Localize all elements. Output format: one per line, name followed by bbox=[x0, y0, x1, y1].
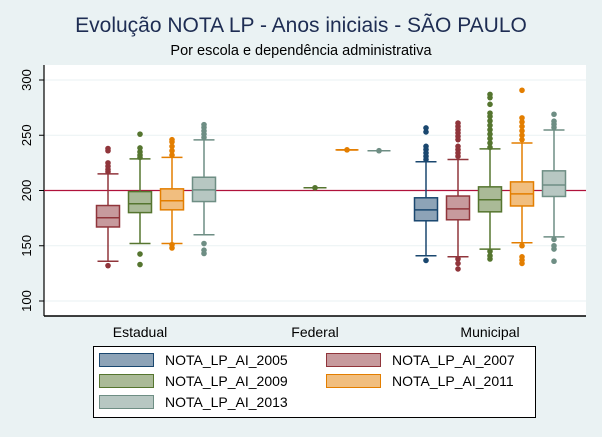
chart-title: Evolução NOTA LP - Anos iniciais - SÃO P… bbox=[75, 14, 527, 37]
outlier-point bbox=[169, 139, 175, 145]
legend-swatch bbox=[99, 395, 154, 409]
legend-swatch bbox=[326, 374, 381, 388]
outlier-point bbox=[455, 266, 461, 272]
outlier-point bbox=[201, 250, 207, 257]
outlier-point bbox=[519, 136, 525, 143]
legend-label: NOTA_LP_AI_2011 bbox=[392, 373, 514, 389]
outlier-point bbox=[423, 129, 429, 135]
outlier-point bbox=[519, 123, 525, 130]
box bbox=[95, 204, 121, 228]
outlier-point bbox=[487, 131, 493, 137]
outlier-point bbox=[312, 184, 318, 191]
outlier-point bbox=[519, 260, 525, 267]
legend-item: NOTA_LP_AI_2011 bbox=[326, 372, 514, 390]
y-tick-label: 200 bbox=[19, 180, 34, 202]
outlier-point bbox=[376, 147, 382, 154]
outlier-point bbox=[487, 144, 493, 151]
box bbox=[159, 188, 185, 211]
outlier-point bbox=[455, 136, 461, 143]
outlier-point bbox=[201, 240, 207, 247]
outlier-point bbox=[519, 119, 525, 125]
legend-swatch bbox=[326, 353, 381, 367]
y-tick-label: 100 bbox=[19, 290, 34, 312]
x-category-label: Federal bbox=[291, 324, 338, 340]
box bbox=[445, 195, 471, 221]
outlier-point bbox=[455, 153, 461, 160]
outlier-point bbox=[455, 256, 461, 262]
outlier-point bbox=[487, 126, 493, 133]
outlier-point bbox=[519, 242, 525, 249]
outlier-point bbox=[487, 101, 493, 108]
outlier-point bbox=[519, 115, 525, 121]
outlier-point bbox=[487, 113, 493, 120]
outlier-point bbox=[551, 258, 557, 265]
box bbox=[541, 170, 567, 198]
outlier-point bbox=[423, 156, 429, 163]
outlier-point bbox=[519, 87, 525, 94]
legend-label: NOTA_LP_AI_2013 bbox=[165, 394, 288, 410]
outlier-point bbox=[487, 248, 493, 255]
x-category-label: Estadual bbox=[113, 324, 167, 340]
box bbox=[127, 190, 153, 214]
legend-label: NOTA_LP_AI_2007 bbox=[392, 352, 515, 368]
outlier-point bbox=[169, 152, 175, 158]
legend-item: NOTA_LP_AI_2013 bbox=[99, 393, 288, 411]
outlier-point bbox=[344, 147, 350, 153]
outlier-point bbox=[551, 111, 557, 118]
outlier-point bbox=[423, 257, 429, 264]
outlier-point bbox=[105, 147, 111, 154]
outlier-point bbox=[487, 140, 493, 146]
outlier-point bbox=[487, 118, 493, 124]
y-tick-label: 300 bbox=[19, 69, 34, 91]
outlier-point bbox=[105, 262, 111, 269]
outlier-point bbox=[551, 236, 557, 243]
outlier-point bbox=[551, 246, 557, 252]
outlier-point bbox=[551, 124, 557, 131]
outlier-point bbox=[487, 135, 493, 142]
outlier-point bbox=[423, 125, 429, 131]
outlier-point bbox=[169, 147, 175, 154]
outlier-point bbox=[487, 94, 493, 101]
legend-item: NOTA_LP_AI_2007 bbox=[326, 351, 515, 369]
legend-item: NOTA_LP_AI_2009 bbox=[99, 372, 288, 390]
chart-subtitle: Por escola e dependência administrativa bbox=[170, 43, 432, 59]
outlier-point bbox=[487, 256, 493, 262]
outlier-point bbox=[455, 260, 461, 267]
outlier-point bbox=[519, 132, 525, 139]
legend-swatch bbox=[99, 374, 154, 388]
outlier-point bbox=[137, 145, 143, 151]
outlier-point bbox=[137, 154, 143, 161]
outlier-point bbox=[519, 128, 525, 134]
outlier-point bbox=[169, 245, 175, 251]
y-tick-label: 250 bbox=[19, 124, 34, 146]
legend: NOTA_LP_AI_2005 NOTA_LP_AI_2007 NOTA_LP_… bbox=[93, 346, 536, 418]
outlier-point bbox=[105, 168, 111, 175]
x-category-label: Municipal bbox=[460, 324, 519, 340]
legend-label: NOTA_LP_AI_2005 bbox=[165, 352, 288, 368]
outlier-point bbox=[137, 131, 143, 137]
legend-label: NOTA_LP_AI_2009 bbox=[165, 373, 288, 389]
outlier-point bbox=[137, 261, 143, 268]
outlier-point bbox=[201, 134, 207, 141]
outlier-point bbox=[487, 122, 493, 129]
outlier-point bbox=[137, 251, 143, 257]
legend-item: NOTA_LP_AI_2005 bbox=[99, 351, 288, 369]
outlier-point bbox=[169, 143, 175, 150]
legend-swatch bbox=[99, 353, 154, 367]
y-tick-label: 150 bbox=[19, 235, 34, 257]
